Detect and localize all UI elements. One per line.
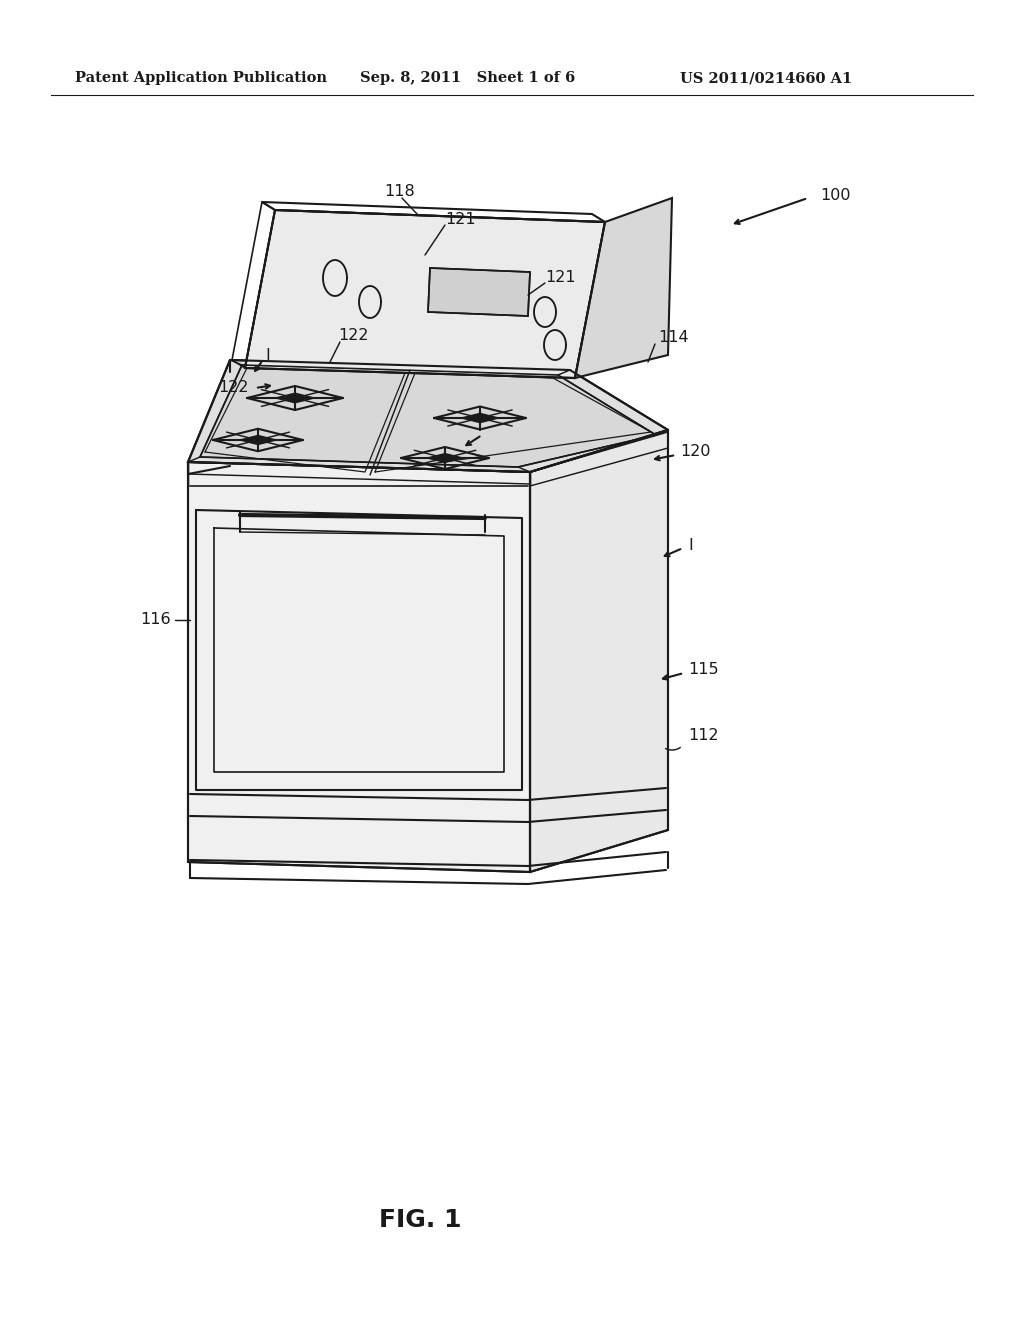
Polygon shape <box>188 360 668 473</box>
Text: 118: 118 <box>385 185 416 199</box>
Polygon shape <box>575 198 672 378</box>
Text: 100: 100 <box>820 187 851 202</box>
Text: 116: 116 <box>140 612 171 627</box>
Polygon shape <box>200 366 656 467</box>
Polygon shape <box>245 210 605 378</box>
Polygon shape <box>188 462 530 873</box>
Text: US 2011/0214660 A1: US 2011/0214660 A1 <box>680 71 852 84</box>
Text: I: I <box>688 537 693 553</box>
Text: Sep. 8, 2011   Sheet 1 of 6: Sep. 8, 2011 Sheet 1 of 6 <box>360 71 575 84</box>
Text: I: I <box>265 348 270 363</box>
Text: 115: 115 <box>688 663 719 677</box>
Polygon shape <box>530 430 668 873</box>
Polygon shape <box>428 268 530 315</box>
Text: 112: 112 <box>688 727 719 742</box>
Text: 114: 114 <box>658 330 688 346</box>
Text: 122: 122 <box>338 327 369 342</box>
Text: FIG. 1: FIG. 1 <box>379 1208 461 1232</box>
Text: Patent Application Publication: Patent Application Publication <box>75 71 327 84</box>
Text: 122: 122 <box>218 380 249 396</box>
Text: 121: 121 <box>545 271 575 285</box>
Text: 121: 121 <box>445 213 475 227</box>
Text: 120: 120 <box>680 445 711 459</box>
